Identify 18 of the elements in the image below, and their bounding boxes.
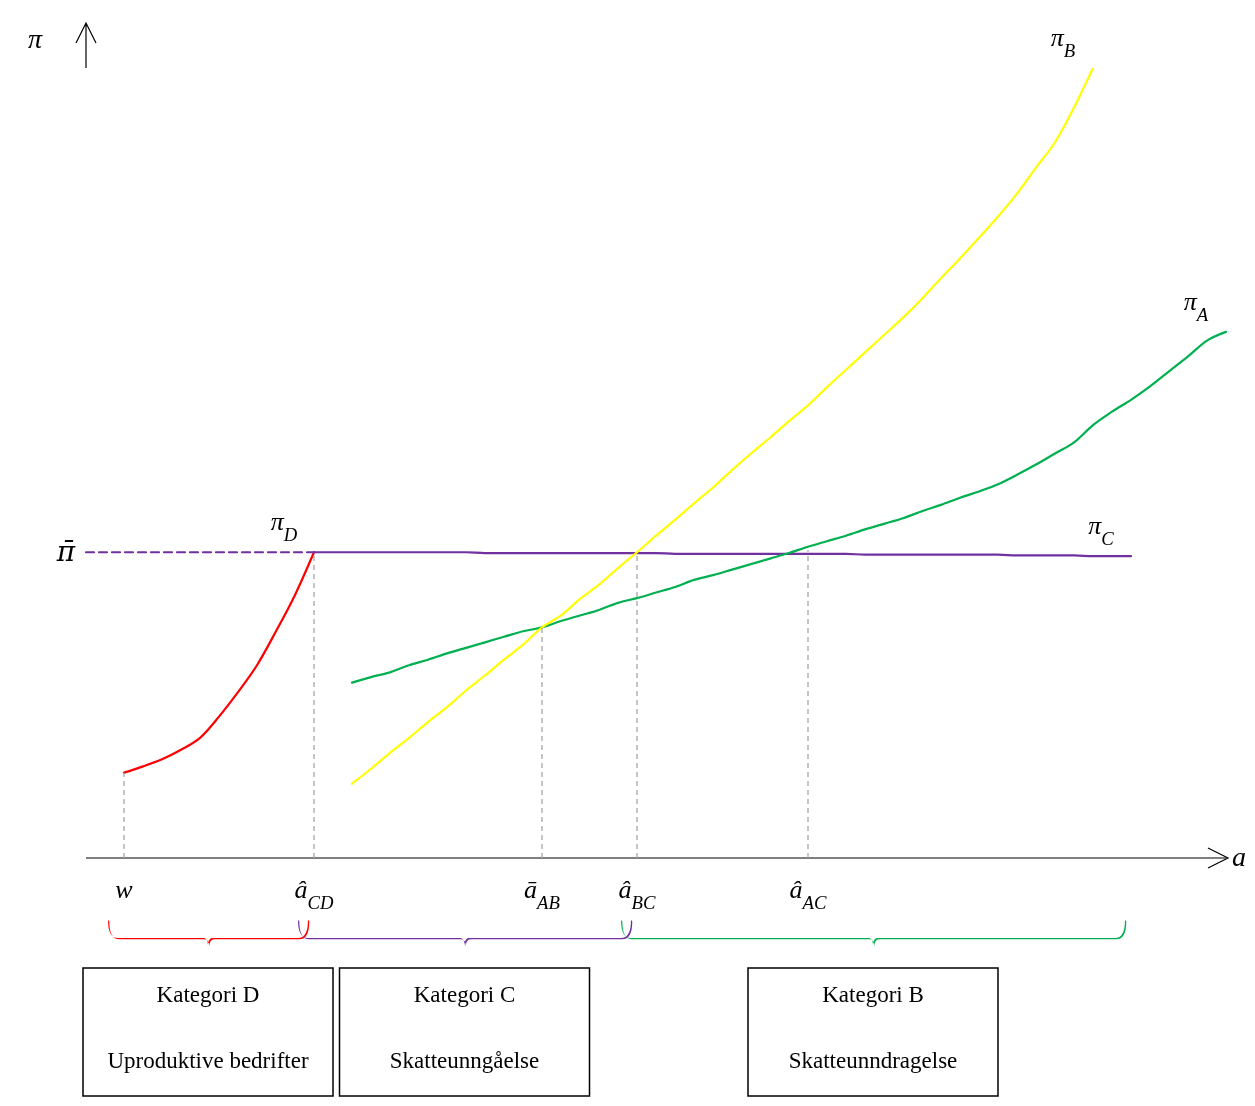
text: Skatteunndragelse xyxy=(788,1048,958,1073)
y-axis-title: π xyxy=(28,23,43,54)
x-tick-label: ā$_{AB}$ xyxy=(524,875,561,913)
text: Uproduktive bedrifter xyxy=(107,1048,309,1073)
x-tick-label: â$_{CD}$ xyxy=(294,875,334,913)
x-tick-label: â$_{BC}$ xyxy=(618,875,656,913)
x-tick-label: w xyxy=(115,875,134,904)
text: Kategori D xyxy=(156,982,260,1007)
series-label: π$_{A}$ xyxy=(1183,286,1209,325)
series-label: π$_{B}$ xyxy=(1050,23,1076,61)
text: Kategori C xyxy=(413,982,516,1007)
text: Skatteunngåelse xyxy=(389,1048,540,1073)
series-label: π$_{C}$ xyxy=(1088,511,1115,549)
text: Kategori B xyxy=(822,982,924,1007)
series-label: π$_{D}$ xyxy=(270,507,298,545)
x-axis-title: a xyxy=(1232,841,1246,872)
text: π̄ xyxy=(55,535,76,569)
x-tick-label: â$_{AC}$ xyxy=(789,875,827,913)
